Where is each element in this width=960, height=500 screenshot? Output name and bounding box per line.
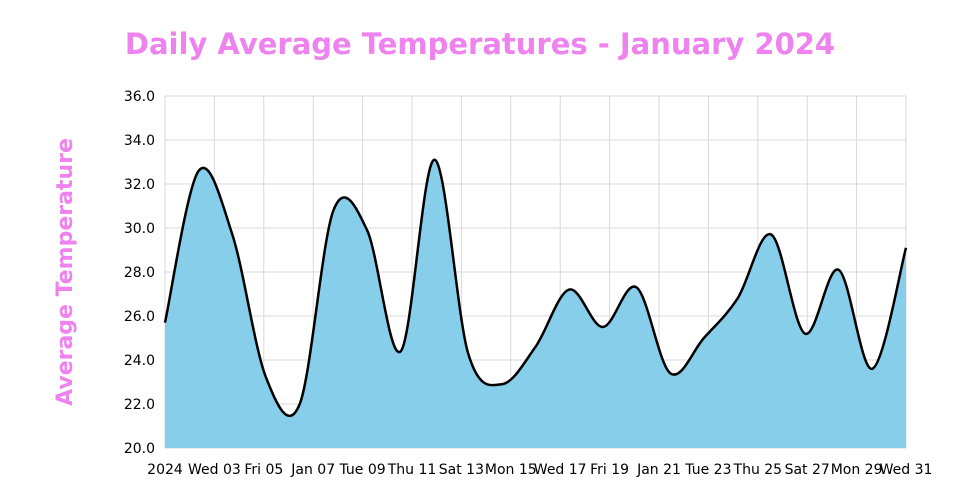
x-tick-label: Fri 05 [244,462,283,478]
x-tick-label: Fri 19 [590,462,629,478]
y-axis-ticks: 20.0 22.0 24.0 26.0 28.0 30.0 32.0 34.0 36.0 [124,89,155,457]
y-tick-label: 20.0 [124,441,155,457]
y-tick-label: 28.0 [124,265,155,281]
x-tick-label: Wed 17 [534,462,587,478]
y-tick-label: 26.0 [124,309,155,325]
x-tick-label: Mon 29 [831,462,883,478]
series-line [163,158,908,418]
y-tick-label: 36.0 [124,89,155,105]
x-tick-label: Sat 13 [439,462,484,478]
y-tick-label: 34.0 [124,133,155,149]
y-tick-label: 24.0 [124,353,155,369]
x-tick-label: Thu 25 [733,462,783,478]
x-tick-label: Tue 23 [684,462,731,478]
x-tick-label: Jan 21 [636,462,681,478]
x-tick-label: Sat 27 [785,462,830,478]
area-fill [165,159,906,448]
x-tick-label: Jan 07 [290,462,335,478]
y-tick-label: 22.0 [124,397,155,413]
x-tick-label: Tue 09 [339,462,386,478]
y-tick-label: 32.0 [124,177,155,193]
x-tick-label: Mon 15 [485,462,537,478]
y-axis-label: Average Temperature [53,138,78,406]
temperature-series [163,158,908,448]
x-axis-ticks: 2024 Wed 03 Fri 05 Jan 07 Tue 09 Thu 11 Sat 13… [147,462,932,478]
x-tick-label: Wed 03 [188,462,241,478]
x-tick-label: Wed 31 [880,462,933,478]
y-tick-label: 30.0 [124,221,155,237]
chart-title: Daily Average Temperatures - January 202… [125,27,835,61]
x-tick-label: 2024 [147,462,183,478]
x-tick-label: Thu 11 [387,462,437,478]
